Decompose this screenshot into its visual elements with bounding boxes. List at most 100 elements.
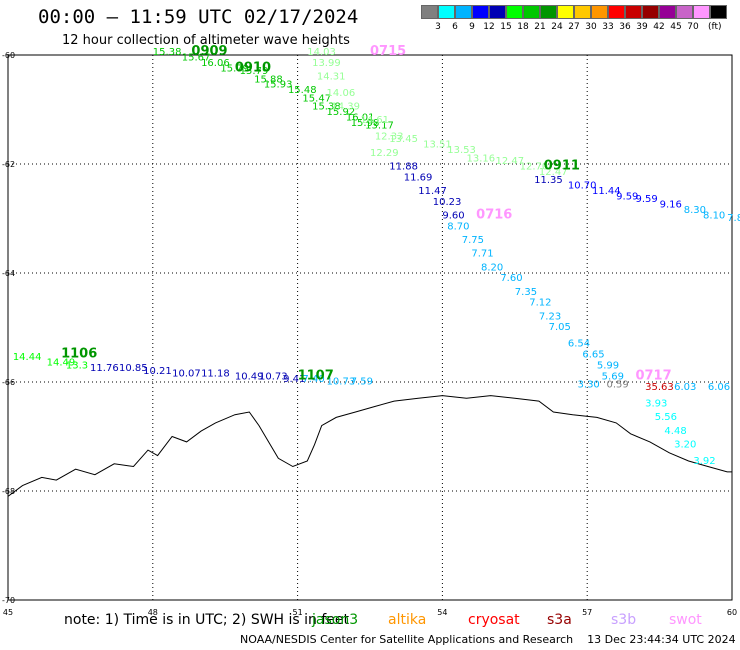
- wave-height-value: 9.59: [616, 191, 638, 202]
- pass-label: 0910: [235, 60, 271, 75]
- legend-swatch: [591, 5, 608, 19]
- satellite-label: jason3: [312, 612, 359, 628]
- wave-height-value: 14.31: [317, 72, 346, 83]
- legend-tick: 33: [602, 22, 614, 32]
- wave-height-value: 15.47: [302, 93, 331, 104]
- pass-label: 0716: [476, 208, 512, 223]
- wave-height-value: 9.16: [660, 200, 682, 211]
- wave-height-value: 35.63: [645, 382, 674, 393]
- wave-height-value: 7.35: [515, 287, 537, 298]
- wave-height-value: 13.51: [423, 140, 452, 151]
- legend-tick: 24: [551, 22, 563, 32]
- legend-swatch: [676, 5, 693, 19]
- wave-height-value: 7.23: [539, 311, 561, 322]
- legend-swatch: [710, 5, 727, 19]
- legend-tick: 21: [534, 22, 546, 32]
- legend-swatch: [489, 5, 506, 19]
- footer-note: note: 1) Time is in UTC; 2) SWH is in fe…: [64, 612, 350, 628]
- coastline: [7, 395, 732, 497]
- credit-line: NOAA/NESDIS Center for Satellite Applica…: [240, 633, 736, 646]
- legend-swatch: [438, 5, 455, 19]
- wave-height-value: 3.20: [674, 439, 696, 450]
- legend-tick: 18: [517, 22, 529, 32]
- legend-swatch: [642, 5, 659, 19]
- wave-height-value: 14.61: [360, 115, 389, 126]
- wave-height-value: 8.20: [481, 262, 503, 273]
- y-tick-label: -66: [2, 378, 15, 387]
- satellite-label: cryosat: [468, 612, 520, 628]
- wave-height-value: 14.49: [47, 358, 76, 369]
- legend-swatch: [659, 5, 676, 19]
- wave-height-value: 6.03: [674, 382, 696, 393]
- wave-height-value: 14.03: [307, 47, 336, 58]
- legend-tick: 27: [568, 22, 580, 32]
- legend-tick: 9: [469, 22, 475, 32]
- pass-label: 1107: [298, 368, 334, 383]
- legend-swatch: [523, 5, 540, 19]
- wave-height-value: 11.35: [534, 175, 563, 186]
- legend-swatch: [540, 5, 557, 19]
- legend-tick: 45: [670, 22, 682, 32]
- wave-height-value: 13.45: [389, 134, 418, 145]
- wave-height-value: 13.17: [365, 121, 394, 132]
- legend-swatch: [472, 5, 489, 19]
- legend-tick: 12: [483, 22, 495, 32]
- wave-height-value: 11.88: [389, 161, 418, 172]
- satellite-label: altika: [388, 612, 427, 628]
- wave-height-value: 7.40: [302, 374, 324, 385]
- wave-height-value: 7.83: [727, 213, 740, 224]
- pass-label: 0715: [370, 44, 406, 59]
- wave-height-value: 12.47: [495, 156, 524, 167]
- wave-height-value: 9.60: [442, 211, 464, 222]
- x-tick-label: 57: [582, 608, 592, 617]
- legend-unit: (ft): [708, 22, 722, 32]
- wave-height-value: 10.85: [119, 363, 148, 374]
- legend-tick: 42: [653, 22, 665, 32]
- wave-height-value: 11.18: [201, 369, 230, 380]
- x-tick-label: 54: [437, 608, 447, 617]
- legend-swatch: [608, 5, 625, 19]
- wave-height-value: 15.79: [240, 66, 269, 77]
- wave-height-value: 7.05: [549, 322, 571, 333]
- wave-height-value: 13.16: [467, 153, 496, 164]
- wave-height-value: 15.98: [351, 118, 380, 129]
- wave-height-value: 15.67: [182, 52, 211, 63]
- y-tick-label: -64: [2, 269, 15, 278]
- wave-height-value: 16.01: [346, 112, 375, 123]
- satellite-label: swot: [669, 612, 702, 628]
- wave-height-value: 8.10: [703, 211, 725, 222]
- wave-height-value: 9.41: [283, 374, 305, 385]
- wave-height-value: 16.06: [201, 58, 230, 69]
- wave-height-value: 8.30: [684, 205, 706, 216]
- wave-height-value: 3.93: [645, 399, 667, 410]
- wave-height-value: 6.54: [568, 339, 590, 350]
- wave-height-value: 10.23: [433, 197, 462, 208]
- wave-height-value: 15.48: [288, 85, 317, 96]
- satellite-label: s3a: [547, 612, 572, 628]
- wave-height-value: 7.71: [471, 249, 493, 260]
- map-frame: [7, 54, 733, 601]
- wave-height-value: 12.47: [539, 167, 568, 178]
- wave-height-value: 10.49: [235, 371, 264, 382]
- wave-height-value: 10.73: [327, 377, 356, 388]
- page-subtitle: 12 hour collection of altimeter wave hei…: [62, 33, 350, 48]
- wave-height-value: 7.59: [351, 377, 373, 388]
- pass-label: 0909: [191, 44, 227, 59]
- legend-tick: 15: [500, 22, 512, 32]
- wave-height-value: 12.70: [520, 161, 549, 172]
- legend-tick: 36: [619, 22, 631, 32]
- page-title: 00:00 — 11:59 UTC 02/17/2024: [38, 6, 359, 28]
- wave-height-value: 5.56: [655, 412, 677, 423]
- wave-height-value: 5.99: [597, 360, 619, 371]
- wave-height-value: 7.75: [462, 235, 484, 246]
- wave-height-value: 0.59: [607, 379, 629, 390]
- wave-height-value: 10.07: [172, 369, 201, 380]
- wave-height-value: 15.88: [254, 74, 283, 85]
- wave-height-value: 15.93: [264, 80, 293, 91]
- satellite-label: s3b: [611, 612, 637, 628]
- wave-height-value: 15.38: [312, 102, 341, 113]
- wave-height-value: 9.59: [635, 194, 657, 205]
- wave-height-value: 7.12: [529, 298, 551, 309]
- y-tick-label: -70: [2, 596, 15, 605]
- legend-tick: 3: [435, 22, 441, 32]
